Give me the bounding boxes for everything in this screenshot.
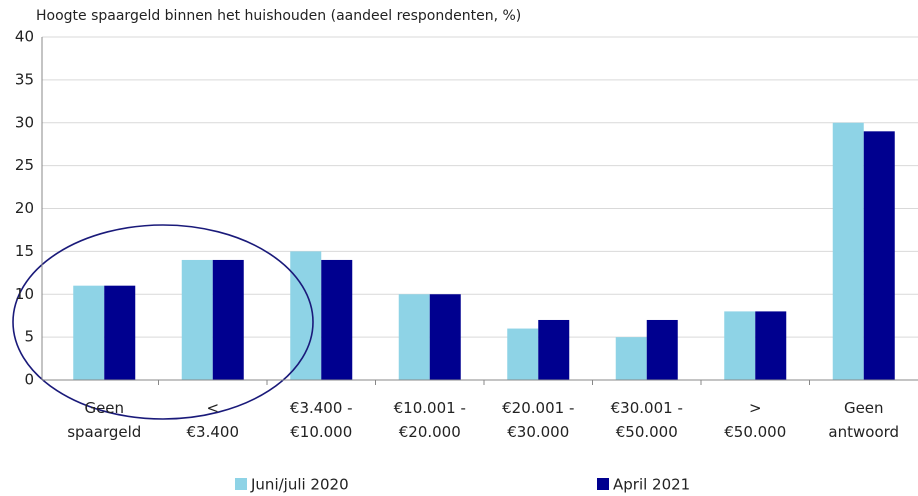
bar	[863, 131, 895, 380]
legend-label: Juni/juli 2020	[250, 476, 349, 494]
bar	[724, 311, 756, 380]
bar	[212, 259, 244, 380]
bar	[615, 337, 647, 380]
x-tick-label: > €50.000	[724, 399, 786, 441]
legend-swatch	[597, 478, 609, 490]
y-tick-label: 40	[15, 28, 34, 46]
legend-swatch	[235, 478, 247, 490]
x-tick-label: €10.001 -€20.000	[394, 399, 466, 441]
y-tick-label: 20	[15, 199, 34, 217]
y-tick-label: 30	[15, 113, 34, 131]
bar	[398, 294, 430, 380]
bar	[507, 328, 539, 380]
bar	[290, 251, 322, 380]
legend-label: April 2021	[613, 476, 690, 494]
bar	[73, 285, 105, 380]
y-tick-label: 5	[24, 328, 34, 346]
y-tick-label: 15	[15, 242, 34, 260]
x-tick-label: < €3.400	[187, 399, 240, 441]
bar	[181, 259, 213, 380]
y-tick-label: 10	[15, 285, 34, 303]
x-tick-label: Geen antwoord	[828, 399, 899, 441]
bar	[832, 122, 864, 380]
y-tick-label: 25	[15, 156, 34, 174]
chart-title: Hoogte spaargeld binnen het huishouden (…	[36, 8, 521, 24]
y-tick-label: 0	[24, 371, 34, 389]
bar	[321, 259, 353, 380]
highlight-ellipse	[12, 224, 314, 420]
x-tick-label: €30.001 -€50.000	[611, 399, 683, 441]
bar	[538, 319, 570, 380]
bar	[646, 319, 678, 380]
bar	[755, 311, 787, 380]
bar	[429, 294, 461, 380]
y-tick-label: 35	[15, 70, 34, 88]
x-tick-label: €3.400 -€10.000	[290, 399, 353, 441]
x-tick-label: Geen spaargeld	[67, 399, 141, 441]
x-tick-label: €20.001 -€30.000	[502, 399, 574, 441]
bar	[104, 285, 136, 380]
